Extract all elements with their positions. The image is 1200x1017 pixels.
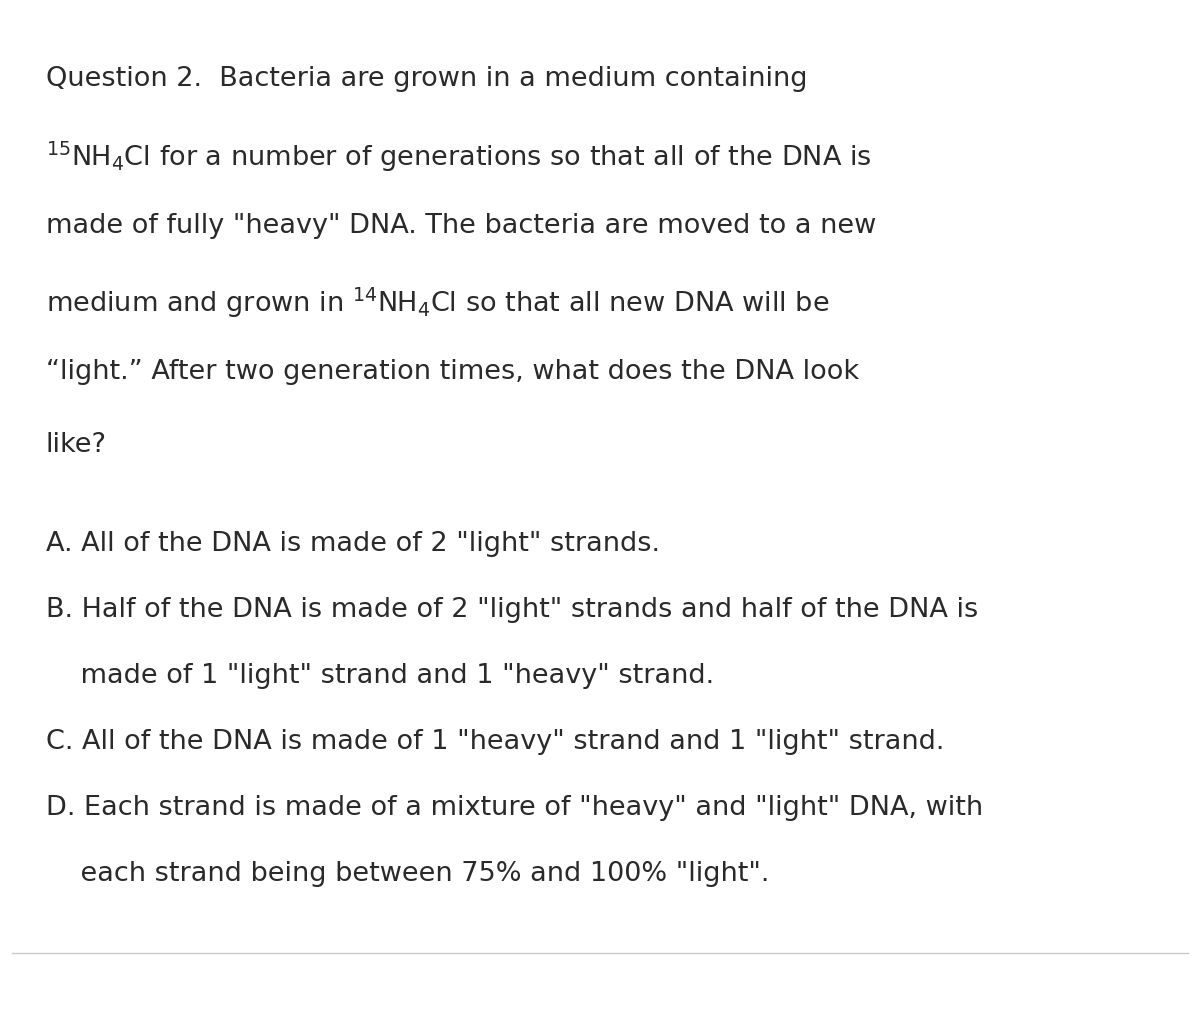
Text: Question 2.  Bacteria are grown in a medium containing: Question 2. Bacteria are grown in a medi… bbox=[46, 66, 808, 93]
Text: made of 1 "light" strand and 1 "heavy" strand.: made of 1 "light" strand and 1 "heavy" s… bbox=[46, 663, 714, 690]
Text: A. All of the DNA is made of 2 "light" strands.: A. All of the DNA is made of 2 "light" s… bbox=[46, 531, 660, 557]
Text: C. All of the DNA is made of 1 "heavy" strand and 1 "light" strand.: C. All of the DNA is made of 1 "heavy" s… bbox=[46, 729, 944, 756]
Text: each strand being between 75% and 100% "light".: each strand being between 75% and 100% "… bbox=[46, 861, 769, 888]
Text: medium and grown in $^{14}$NH$_4$Cl so that all new DNA will be: medium and grown in $^{14}$NH$_4$Cl so t… bbox=[46, 286, 829, 320]
Text: D. Each strand is made of a mixture of "heavy" and "light" DNA, with: D. Each strand is made of a mixture of "… bbox=[46, 795, 983, 822]
Text: “light.” After two generation times, what does the DNA look: “light.” After two generation times, wha… bbox=[46, 359, 859, 385]
Text: made of fully "heavy" DNA. The bacteria are moved to a new: made of fully "heavy" DNA. The bacteria … bbox=[46, 213, 876, 239]
Text: B. Half of the DNA is made of 2 "light" strands and half of the DNA is: B. Half of the DNA is made of 2 "light" … bbox=[46, 597, 978, 623]
Text: like?: like? bbox=[46, 432, 107, 459]
Text: $^{15}$NH$_4$Cl for a number of generations so that all of the DNA is: $^{15}$NH$_4$Cl for a number of generati… bbox=[46, 139, 871, 174]
